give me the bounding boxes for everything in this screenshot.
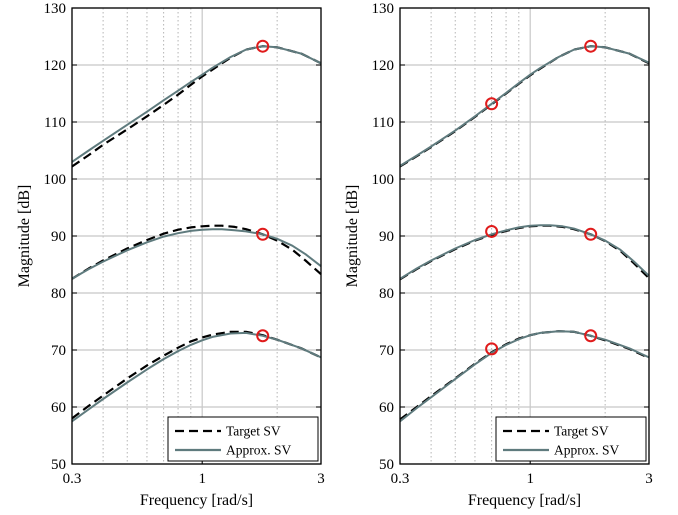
series-line-middle-target [71,224,322,280]
legend-box [495,416,647,462]
y-tick-label: 120 [44,58,67,74]
y-tick-label: 60 [51,400,66,416]
series-line-middle-approx [71,228,322,280]
legend-label: Target SV [226,424,281,439]
y-tick-label: 50 [51,457,66,473]
legend-label: Approx. SV [226,443,292,458]
series-line-lower-target [71,330,322,420]
y-tick-label: 60 [379,400,394,416]
x-tick-label: 3 [317,471,325,487]
legend: Target SV Approx. SV [167,416,319,462]
marker-circle [256,227,270,241]
y-tick-label: 90 [51,229,66,245]
y-axis-label: Magnitude [dB] [16,185,33,288]
legend: Target SV Approx. SV [495,416,647,462]
y-tick-label: 110 [44,115,66,131]
x-axis-label: Frequency [rad/s] [468,492,581,509]
y-tick-label: 80 [379,286,394,302]
y-tick-label: 70 [51,343,66,359]
y-axis-label: Magnitude [dB] [344,185,361,288]
series-line-upper-approx [399,45,650,167]
y-tick-label: 70 [379,343,394,359]
x-tick-label: 3 [645,471,653,487]
legend-label: Target SV [554,424,609,439]
series-line-upper-approx [71,45,322,163]
marker-circle [584,329,598,343]
y-tick-label: 110 [372,115,394,131]
y-tick-label: 130 [44,1,67,17]
legend-box [167,416,319,462]
x-tick-label: 1 [526,471,534,487]
marker-circle [485,342,499,356]
chart-panel-2: 50 60 70 80 90 100 110 120 130 0.3 1 3 Frequency [ra… [344,1,653,509]
x-tick-label: 0.3 [391,471,410,487]
y-tick-label: 80 [51,286,66,302]
marker-circle [485,97,499,111]
marker-circle [584,227,598,241]
y-tick-label: 130 [372,1,395,17]
legend-label: Approx. SV [554,443,620,458]
series-line-lower-approx [399,330,650,423]
chart-panel-1: 50 60 70 80 90 100 110 120 130 0.3 1 3 Frequency [ra… [16,1,325,509]
y-tick-label: 50 [379,457,394,473]
marker-circle [256,329,270,343]
y-tick-label: 90 [379,229,394,245]
x-tick-label: 1 [198,471,206,487]
y-tick-label: 100 [44,172,67,188]
marker-circle [256,39,270,53]
series-line-lower-approx [71,331,322,423]
y-tick-label: 120 [372,58,395,74]
y-tick-label: 100 [372,172,395,188]
series-line-middle-approx [399,224,650,280]
x-axis-label: Frequency [rad/s] [140,492,253,509]
marker-circle [584,39,598,53]
x-tick-label: 0.3 [63,471,82,487]
marker-circle [485,224,499,238]
